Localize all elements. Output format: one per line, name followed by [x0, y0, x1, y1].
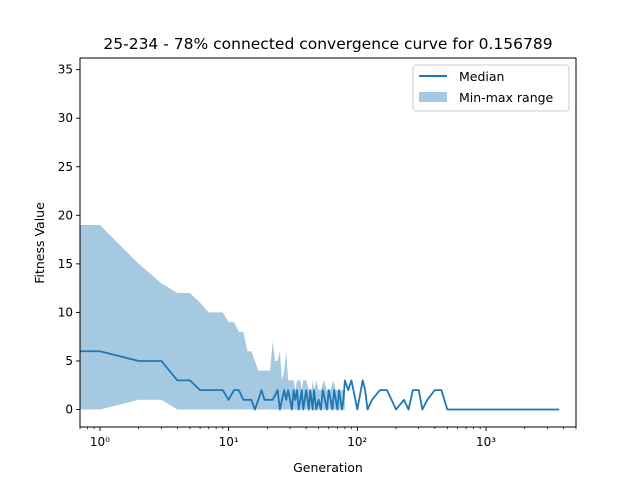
y-tick-label: 20: [58, 208, 73, 222]
y-tick-label: 5: [65, 354, 73, 368]
x-tick-label: 10¹: [219, 435, 239, 449]
y-tick-label: 25: [58, 160, 73, 174]
y-tick-label: 30: [58, 111, 73, 125]
chart-title: 25-234 - 78% connected convergence curve…: [103, 35, 552, 53]
median-line-layer: [80, 350, 560, 411]
x-axis-ticks: 10⁰ 10¹ 10² 10³: [79, 427, 577, 449]
y-tick-label: 15: [58, 257, 73, 271]
x-tick-label: 10⁰: [90, 435, 110, 449]
x-tick-label: 10³: [476, 435, 496, 449]
y-axis-ticks: 0 5 10 15 20 25 30 35: [58, 63, 80, 417]
y-tick-label: 35: [58, 63, 73, 77]
min-max-band-layer: [80, 225, 345, 410]
legend-box: [412, 64, 570, 112]
legend-range-swatch: [419, 92, 447, 102]
y-tick-label: 0: [65, 403, 73, 417]
x-tick-label: 10²: [347, 435, 367, 449]
plot-area: [80, 58, 576, 427]
x-axis-label: Generation: [293, 460, 363, 475]
legend: Median Min-max range: [412, 64, 570, 112]
legend-median-label: Median: [459, 69, 504, 84]
min-max-band: [80, 225, 345, 410]
median-line: [80, 350, 560, 411]
y-axis-label: Fitness Value: [32, 202, 47, 284]
plot-frame: [79, 57, 577, 428]
legend-range-label: Min-max range: [459, 90, 554, 105]
y-tick-label: 10: [58, 305, 73, 319]
